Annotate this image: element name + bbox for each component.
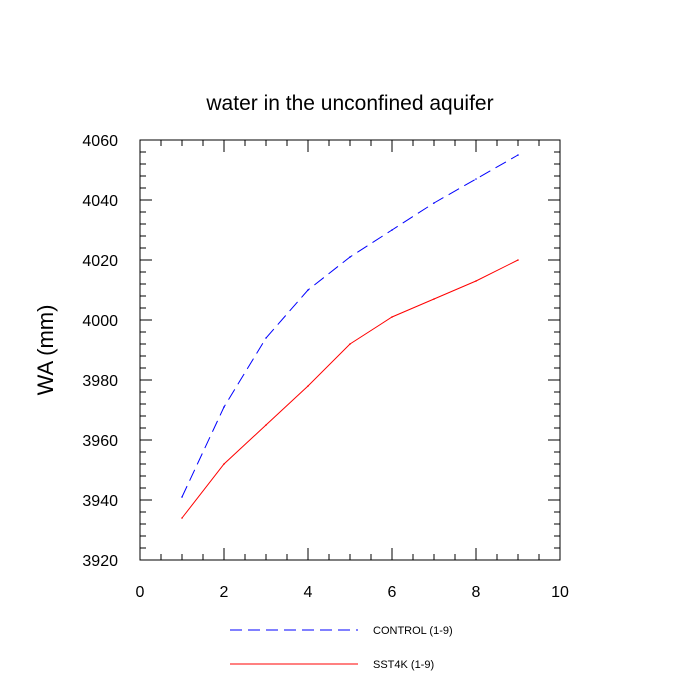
y-axis-label: WA (mm) (33, 305, 58, 396)
legend-label: CONTROL (1-9) (373, 625, 453, 637)
y-tick-label: 3960 (82, 433, 118, 450)
x-tick-label: 8 (472, 584, 481, 601)
data-point-2 (475, 280, 477, 282)
y-tick-label: 4040 (82, 193, 118, 210)
y-tick-label: 4020 (82, 253, 118, 270)
data-point-2 (349, 343, 351, 345)
x-tick-label: 4 (304, 584, 313, 601)
data-point-2 (391, 316, 393, 318)
data-point-2 (517, 259, 519, 261)
y-tick-label: 4060 (82, 133, 118, 150)
plot-frame (139, 139, 561, 561)
data-point-1 (181, 496, 183, 498)
data-point-1 (517, 154, 519, 156)
y-tick-label: 3920 (82, 553, 118, 570)
data-point-1 (475, 178, 477, 180)
x-tick-label: 6 (388, 584, 397, 601)
series-line-2 (181, 259, 519, 519)
y-tick-label: 4000 (82, 313, 118, 330)
data-point-1 (265, 337, 267, 339)
data-point-2 (307, 385, 309, 387)
data-point-1 (307, 289, 309, 291)
legend: CONTROL (1-9) SST4K (1-9) (230, 625, 453, 671)
y-tick-label: 3980 (82, 373, 118, 390)
legend-label: SST4K (1-9) (373, 659, 434, 671)
x-tick-label: 10 (551, 584, 569, 601)
data-point-1 (391, 229, 393, 231)
data-point-1 (349, 256, 351, 258)
data-point-2 (265, 424, 267, 426)
data-point-1 (223, 406, 225, 408)
data-point-1 (433, 202, 435, 204)
data-point-2 (181, 517, 183, 519)
chart-title: water in the unconfined aquifer (205, 92, 493, 115)
y-tick-label: 3940 (82, 493, 118, 510)
x-tick-label: 0 (136, 584, 145, 601)
data-point-2 (433, 298, 435, 300)
plot-area: 0 2 4 6 8 10 3920 3940 3960 3980 4000 4020 4040 4060 (82, 133, 569, 601)
series-line-1 (181, 154, 519, 498)
data-point-2 (223, 463, 225, 465)
x-tick-label: 2 (220, 584, 229, 601)
